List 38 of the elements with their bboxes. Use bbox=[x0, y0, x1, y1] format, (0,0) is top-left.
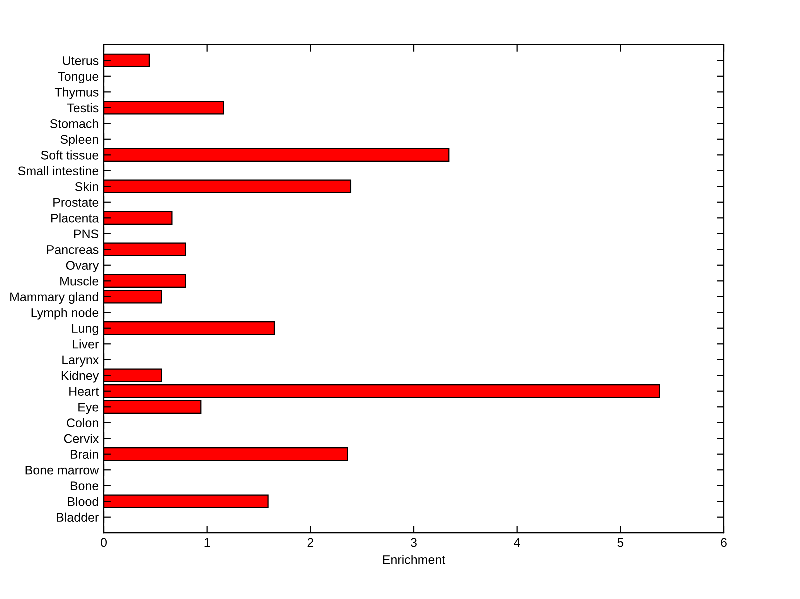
y-tick-label: Colon bbox=[67, 418, 98, 428]
y-tick-label: Stomach bbox=[50, 119, 98, 128]
y-tick-label: Bone bbox=[70, 482, 99, 491]
y-tick-label: Spleen bbox=[60, 134, 98, 147]
y-tick-label: Muscle bbox=[60, 276, 99, 286]
y-tick-label: Brain bbox=[70, 450, 98, 460]
y-tick-label: Bone marrow bbox=[26, 466, 100, 475]
x-tick-label: 0 bbox=[101, 538, 107, 548]
y-tick-label: Testis bbox=[67, 103, 99, 113]
y-tick-label: Ovary bbox=[66, 261, 100, 273]
y-tick-label: Skin bbox=[75, 182, 98, 192]
y-tick-label: PNS bbox=[74, 230, 99, 239]
y-tick-label: Lung bbox=[72, 324, 98, 336]
y-tick-label: Kidney bbox=[62, 371, 100, 383]
y-tick-label: Small intestine bbox=[18, 166, 99, 176]
y-tick-label: Tongue bbox=[58, 72, 99, 84]
y-tick-label: Prostate bbox=[54, 198, 99, 208]
y-tick-label: Thymus bbox=[54, 88, 99, 100]
y-tick-label: Bladder bbox=[57, 512, 99, 522]
y-tick-label: Uterus bbox=[63, 56, 99, 66]
x-tick-label: 6 bbox=[721, 538, 727, 548]
y-tick-label: Blood bbox=[68, 497, 98, 506]
y-tick-label: Eye bbox=[78, 403, 99, 414]
x-tick-label: 2 bbox=[308, 538, 314, 548]
y-tick-label: Mammary gland bbox=[10, 292, 98, 304]
y-tick-label: Liver bbox=[73, 340, 99, 349]
x-tick-label: 3 bbox=[411, 538, 417, 548]
y-tick-label: Heart bbox=[70, 387, 100, 396]
y-tick-label: Larynx bbox=[62, 356, 100, 368]
x-tick-label: 5 bbox=[618, 538, 624, 548]
x-axis-title: Enrichment bbox=[383, 555, 446, 564]
x-tick-label: 4 bbox=[514, 538, 520, 548]
y-tick-label: Placenta bbox=[52, 214, 100, 223]
y-tick-label: Pancreas bbox=[47, 246, 99, 254]
x-tick-label: 1 bbox=[204, 538, 210, 548]
y-tick-label: Soft tissue bbox=[41, 150, 99, 160]
y-tick-label: Lymph node bbox=[32, 308, 99, 320]
y-tick-label: Cervix bbox=[64, 434, 100, 444]
